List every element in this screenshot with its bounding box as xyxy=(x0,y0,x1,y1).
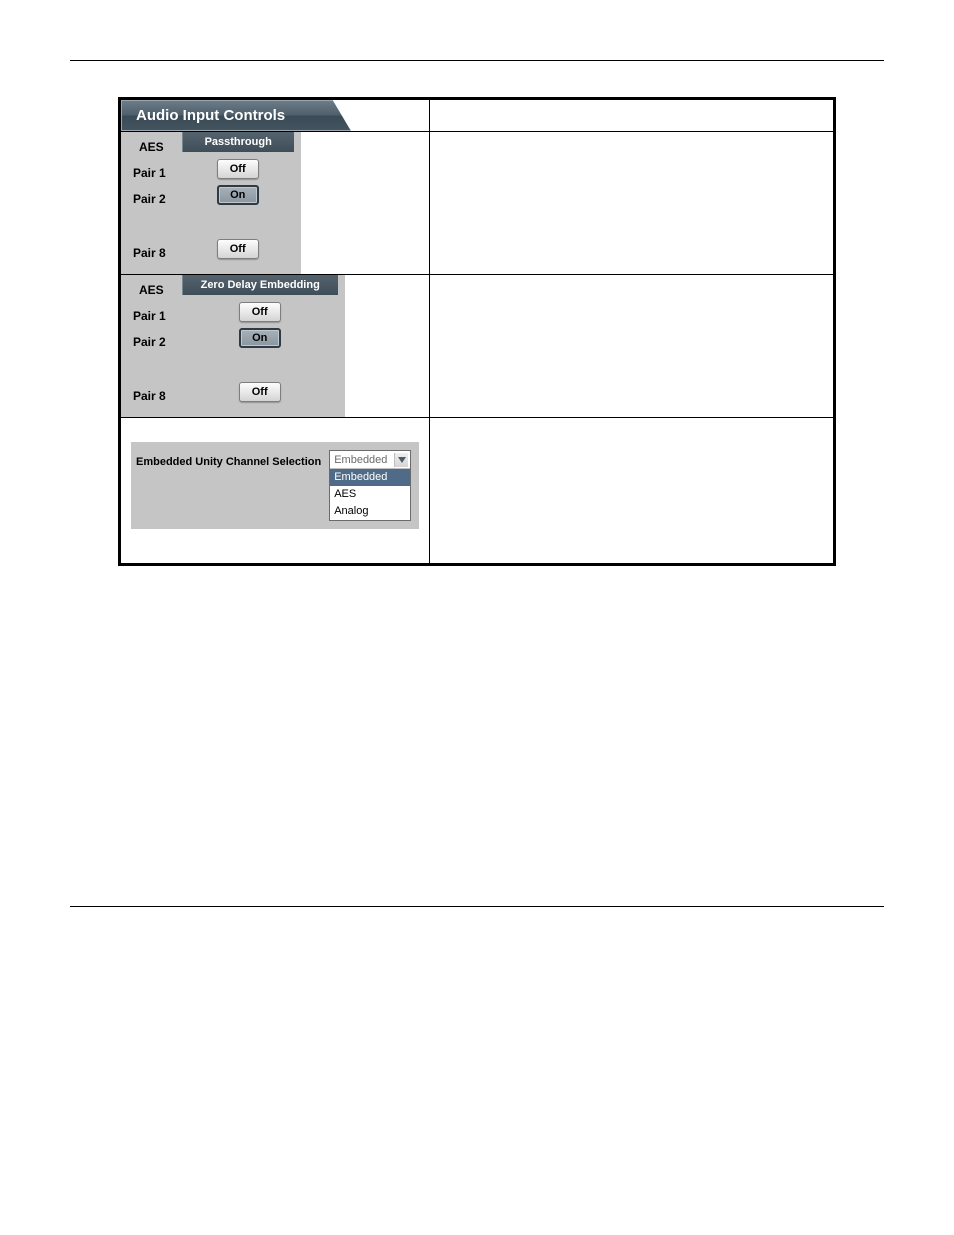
unity-option-analog[interactable]: Analog xyxy=(330,503,410,520)
unity-option-embedded[interactable]: Embedded xyxy=(330,469,410,486)
table-row: Pair 2 xyxy=(131,186,172,212)
passthrough-label-header: AES xyxy=(131,136,172,160)
zerodelay-desc-cell xyxy=(430,275,835,418)
passthrough-panel: AES Pair 1 Pair 2 Pair 8 Passthrough Off… xyxy=(121,132,301,274)
passthrough-pair8-button[interactable]: Off xyxy=(217,239,259,259)
unity-select-current-text: Embedded xyxy=(334,454,387,466)
zerodelay-value-col: Zero Delay Embedding Off On Off xyxy=(178,275,345,413)
zerodelay-panel: AES Pair 1 Pair 2 Pair 8 Zero Delay Embe… xyxy=(121,275,345,417)
zerodelay-value-header: Zero Delay Embedding xyxy=(182,275,338,295)
row-gap xyxy=(131,212,172,240)
passthrough-value-col: Passthrough Off On Off xyxy=(178,132,301,270)
unity-panel: Embedded Unity Channel Selection Embedde… xyxy=(131,442,419,529)
zerodelay-cell: AES Pair 1 Pair 2 Pair 8 Zero Delay Embe… xyxy=(120,275,430,418)
passthrough-label-col: AES Pair 1 Pair 2 Pair 8 xyxy=(121,132,178,274)
controls-table: Audio Input Controls AES Pair 1 Pair 2 P… xyxy=(118,97,836,566)
bottom-divider xyxy=(70,906,884,907)
passthrough-pair2-button[interactable]: On xyxy=(217,185,259,205)
top-divider xyxy=(70,60,884,61)
header-cell-left: Audio Input Controls xyxy=(120,99,430,132)
unity-desc-cell xyxy=(430,418,835,565)
zerodelay-label-col: AES Pair 1 Pair 2 Pair 8 xyxy=(121,275,178,417)
table-row: Pair 1 xyxy=(131,160,172,186)
unity-option-aes[interactable]: AES xyxy=(330,486,410,503)
header-cell-right xyxy=(430,99,835,132)
passthrough-pair1-button[interactable]: Off xyxy=(217,159,259,179)
section-title-tab: Audio Input Controls xyxy=(121,100,351,131)
unity-select-label: Embedded Unity Channel Selection xyxy=(134,450,323,468)
zerodelay-pair8-button[interactable]: Off xyxy=(239,382,281,402)
passthrough-value-header: Passthrough xyxy=(182,132,294,152)
section-title-text: Audio Input Controls xyxy=(136,107,285,124)
unity-cell: Embedded Unity Channel Selection Embedde… xyxy=(120,418,430,565)
table-row: Pair 1 xyxy=(131,303,172,329)
passthrough-cell: AES Pair 1 Pair 2 Pair 8 Passthrough Off… xyxy=(120,132,430,275)
table-row: Pair 8 xyxy=(131,240,172,266)
unity-select[interactable]: Embedded Embedded AES Analog xyxy=(329,450,411,521)
row-gap xyxy=(131,355,172,383)
table-row: Pair 2 xyxy=(131,329,172,355)
zerodelay-pair1-button[interactable]: Off xyxy=(239,302,281,322)
passthrough-desc-cell xyxy=(430,132,835,275)
chevron-down-icon xyxy=(394,453,408,467)
zerodelay-pair2-button[interactable]: On xyxy=(239,328,281,348)
table-row: Pair 8 xyxy=(131,383,172,409)
zerodelay-label-header: AES xyxy=(131,279,172,303)
unity-select-current[interactable]: Embedded xyxy=(330,451,410,469)
